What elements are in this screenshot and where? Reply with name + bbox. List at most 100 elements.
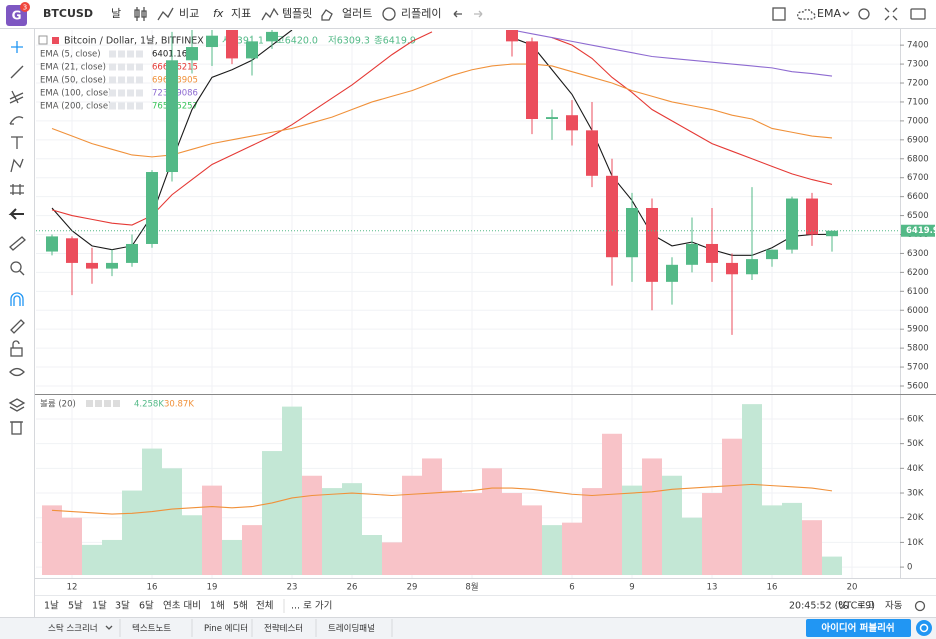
brush[interactable] bbox=[9, 116, 24, 125]
volume-tick-label: 0 bbox=[907, 563, 912, 573]
legend-icon[interactable] bbox=[136, 89, 143, 97]
left-toolbar bbox=[8, 41, 26, 435]
legend-icon[interactable] bbox=[136, 76, 143, 84]
volume-bar bbox=[442, 490, 462, 575]
legend-icon[interactable] bbox=[109, 102, 116, 110]
layout-name[interactable]: EMA bbox=[817, 7, 841, 20]
footer-tab[interactable]: 텍스트노트 bbox=[132, 623, 171, 634]
volume-bar bbox=[642, 458, 662, 575]
footer-tab[interactable]: 전략테스터 bbox=[264, 623, 303, 634]
prediction[interactable] bbox=[10, 184, 24, 195]
badge-text: 3 bbox=[23, 4, 27, 12]
footer-tab[interactable]: 트레이딩패널 bbox=[328, 623, 375, 634]
volume-bar bbox=[202, 485, 222, 575]
alerts[interactable]: 얼러트 bbox=[342, 6, 372, 20]
collapse-icon[interactable] bbox=[38, 35, 48, 45]
trend-line[interactable] bbox=[10, 65, 24, 79]
legend-icon[interactable] bbox=[109, 50, 116, 58]
templates[interactable]: 템플릿 bbox=[282, 7, 312, 20]
settings-icon[interactable] bbox=[858, 8, 870, 20]
range-button[interactable]: 6달 bbox=[139, 600, 154, 612]
square-icon[interactable] bbox=[772, 7, 786, 21]
legend-icon[interactable] bbox=[109, 89, 116, 97]
settings-glyph bbox=[919, 623, 929, 633]
legend-icon[interactable] bbox=[136, 50, 143, 58]
chevron[interactable] bbox=[105, 625, 113, 630]
legend-icon[interactable] bbox=[127, 102, 134, 110]
camera-icon[interactable] bbox=[910, 8, 926, 20]
legend-icon[interactable] bbox=[118, 102, 125, 110]
settings-button[interactable] bbox=[916, 620, 932, 636]
undo[interactable] bbox=[453, 10, 462, 18]
compare-icon[interactable] bbox=[157, 7, 174, 21]
interval[interactable]: 날 bbox=[111, 7, 121, 20]
legend-icon[interactable] bbox=[127, 50, 134, 58]
template-icon[interactable] bbox=[261, 7, 279, 21]
footer-tab[interactable]: 스탁 스크리너 bbox=[48, 623, 98, 634]
dropdown[interactable] bbox=[842, 11, 850, 16]
footer-tab[interactable]: Pine 에디터 bbox=[204, 624, 248, 634]
legend-icon[interactable] bbox=[118, 89, 125, 97]
candle-icon[interactable] bbox=[134, 7, 147, 21]
replay-icon[interactable] bbox=[382, 7, 396, 21]
layers[interactable] bbox=[8, 398, 26, 412]
legend-icon[interactable] bbox=[118, 76, 125, 84]
logo-text: G bbox=[12, 9, 22, 23]
zoom[interactable] bbox=[19, 270, 25, 276]
auto[interactable]: 자동 bbox=[885, 601, 903, 612]
legend-icon[interactable] bbox=[127, 89, 134, 97]
legend-icon[interactable] bbox=[136, 102, 143, 110]
compare[interactable]: 비교 bbox=[179, 7, 199, 20]
lock[interactable] bbox=[12, 340, 20, 348]
back[interactable] bbox=[8, 208, 24, 220]
eye[interactable] bbox=[9, 367, 25, 377]
cloud-icon[interactable] bbox=[797, 8, 816, 20]
legend-icon[interactable] bbox=[136, 63, 143, 71]
text-tool[interactable] bbox=[11, 136, 23, 149]
range-button[interactable]: 1날 bbox=[44, 601, 59, 612]
log[interactable]: 로그 bbox=[857, 601, 875, 612]
candle-body bbox=[546, 117, 558, 119]
settings-icon[interactable] bbox=[914, 600, 926, 612]
legend-icon[interactable] bbox=[95, 400, 102, 407]
range-button[interactable]: 연초 대비 bbox=[163, 601, 201, 612]
replay[interactable]: 리플레이 bbox=[401, 7, 441, 20]
legend-icon[interactable] bbox=[109, 76, 116, 84]
goto-date[interactable]: ... 로 가기 bbox=[291, 601, 332, 612]
ema-line bbox=[51, 31, 833, 226]
fib[interactable] bbox=[9, 90, 24, 104]
legend-icon[interactable] bbox=[86, 400, 93, 407]
alert-icon[interactable] bbox=[321, 9, 333, 21]
footer-tabs: 스탁 스크리너 텍스트노트 Pine 에디터 전략테스터 트레이딩패널 bbox=[48, 619, 393, 637]
candle-body bbox=[246, 41, 258, 59]
volume-bar bbox=[42, 505, 62, 575]
range-button[interactable]: 5해 bbox=[233, 600, 248, 612]
symbol[interactable]: BTCUSD bbox=[43, 7, 93, 20]
legend-icon[interactable] bbox=[118, 63, 125, 71]
candle-body bbox=[126, 243, 138, 263]
magnet[interactable] bbox=[10, 292, 24, 306]
pattern[interactable] bbox=[10, 158, 24, 173]
indicators[interactable]: 지표 bbox=[231, 7, 251, 20]
range-button[interactable]: 1해 bbox=[210, 600, 225, 612]
lock-drawing[interactable] bbox=[10, 319, 25, 334]
range-button[interactable]: 3달 bbox=[115, 600, 130, 612]
legend-icon[interactable] bbox=[118, 50, 125, 58]
indicator-icon[interactable]: fx bbox=[213, 7, 224, 20]
redo[interactable] bbox=[474, 10, 483, 18]
percent[interactable]: % bbox=[838, 599, 848, 612]
fullscreen-icon[interactable] bbox=[884, 7, 898, 21]
range-button[interactable]: 1달 bbox=[92, 600, 107, 612]
legend-icon[interactable] bbox=[113, 400, 120, 407]
range-button[interactable]: 5날 bbox=[68, 601, 83, 612]
legend-icon[interactable] bbox=[109, 63, 116, 71]
range-button[interactable]: 전체 bbox=[256, 601, 273, 612]
volume-ma bbox=[51, 483, 833, 515]
ruler[interactable] bbox=[9, 236, 26, 251]
legend-icon[interactable] bbox=[127, 63, 134, 71]
legend-icon[interactable] bbox=[104, 400, 111, 407]
legend-icon[interactable] bbox=[127, 76, 134, 84]
candle-body bbox=[166, 60, 178, 173]
publish-button[interactable] bbox=[806, 619, 911, 637]
crosshair[interactable] bbox=[11, 41, 23, 53]
